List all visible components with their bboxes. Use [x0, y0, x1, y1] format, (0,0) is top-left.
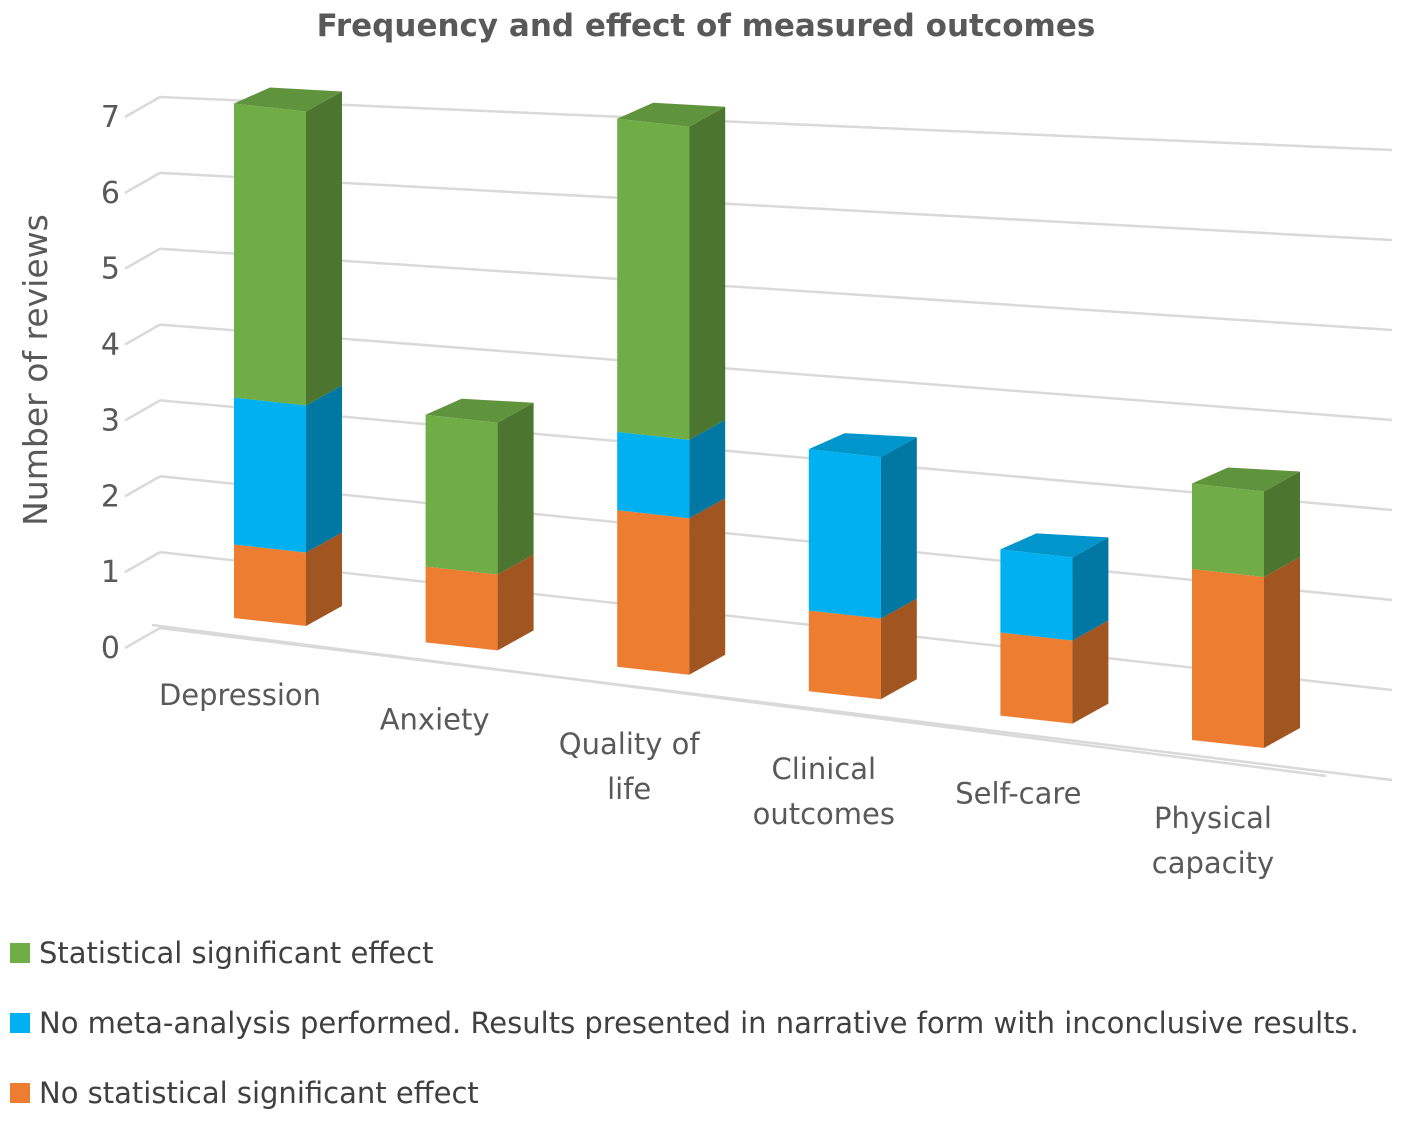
chart-title: Frequency and effect of measured outcome…: [317, 8, 1096, 44]
bar-side: [1072, 620, 1109, 724]
bar-side: [880, 437, 917, 619]
gridline: [159, 171, 1393, 242]
y-tick-label: 6: [101, 176, 120, 211]
bar-side: [1072, 537, 1109, 641]
bar-segment: [425, 398, 534, 575]
y-tick-label: 0: [101, 631, 120, 666]
bar-top: [425, 398, 534, 423]
gridline: [159, 95, 1393, 152]
bar-segment: [234, 532, 342, 626]
bar-segment: [1000, 533, 1109, 641]
legend-swatch: [10, 1013, 30, 1033]
legend-swatch: [10, 1083, 30, 1103]
bar-segment: [617, 419, 726, 519]
x-tick-label: Depression: [159, 678, 321, 712]
x-tick-label: Self-care: [955, 776, 1081, 810]
bar-front: [425, 414, 498, 575]
bar-front: [425, 566, 498, 651]
bar-segment: [1192, 467, 1300, 577]
bar-front: [234, 397, 306, 553]
side-gridline: [124, 475, 161, 498]
bar-top: [1000, 533, 1109, 558]
y-tick-label: 1: [101, 555, 120, 590]
legend-label: No meta-analysis performed. Results pres…: [39, 1006, 1359, 1040]
legend-item: No meta-analysis performed. Results pres…: [10, 1006, 1359, 1040]
legend-swatch: [10, 943, 30, 963]
bar-segment: [808, 433, 917, 619]
side-gridline: [124, 171, 161, 194]
gridline: [159, 550, 1393, 692]
bar-front: [808, 449, 881, 619]
y-tick-label: 2: [101, 479, 120, 514]
bar-segment: [808, 598, 917, 700]
bar-top: [808, 433, 917, 458]
bar-front: [234, 103, 306, 406]
bar-top: [234, 87, 342, 112]
floor-front-line: [151, 623, 1327, 778]
bar-front: [808, 610, 881, 700]
gridline: [159, 323, 1393, 422]
bar-side: [1264, 557, 1300, 748]
side-gridline: [124, 626, 161, 650]
y-axis-label: Number of reviews: [16, 214, 55, 526]
bar-side: [1264, 471, 1300, 577]
gridline: [159, 247, 1393, 332]
legend-item: Statistical significant effect: [10, 936, 433, 970]
bar-front: [1192, 569, 1264, 748]
bar-front: [234, 544, 306, 626]
bar-side: [689, 106, 726, 440]
legend-label: No statistical significant effect: [39, 1076, 479, 1110]
bar-side: [306, 385, 342, 553]
x-axis-ticks: Depression Anxiety Quality of life Clinical o…: [159, 678, 1274, 880]
bar-top: [617, 102, 726, 127]
x-tick-label: Anxiety: [380, 703, 490, 737]
bar-segment: [234, 385, 342, 553]
bar-side: [689, 498, 726, 675]
x-tick-label: Physical capacity: [1152, 801, 1274, 880]
y-axis-ticks: 0 1 2 3 4 5 6 7: [101, 100, 120, 666]
side-gridline: [124, 247, 161, 270]
bars: [234, 87, 1300, 748]
bar-side: [880, 598, 917, 700]
bar-front: [617, 510, 690, 675]
bar-front: [1192, 483, 1264, 577]
bar-side: [306, 532, 342, 626]
legend-label: Statistical significant effect: [39, 936, 433, 970]
bar-segment: [425, 554, 534, 651]
x-tick-label: Quality of life: [559, 727, 701, 806]
bar-side: [306, 91, 342, 406]
bar-segment: [1000, 620, 1109, 724]
bar-side: [497, 402, 534, 575]
gridline: [159, 475, 1393, 602]
x-tick-label: Clinical outcomes: [753, 752, 895, 831]
bar-segment: [1192, 557, 1300, 748]
bar-top: [1192, 467, 1300, 492]
side-gridline: [124, 551, 161, 574]
bar-segment: [617, 498, 726, 675]
legend-item: No statistical significant effect: [10, 1076, 479, 1110]
bar-segment: [617, 102, 726, 440]
y-tick-label: 3: [101, 403, 120, 438]
bar-side: [497, 554, 534, 651]
y-tick-label: 4: [101, 328, 120, 363]
gridlines: [124, 95, 1393, 782]
bar-front: [617, 118, 690, 440]
gridline: [159, 399, 1393, 512]
bar-segment: [234, 87, 342, 406]
y-tick-label: 5: [101, 252, 120, 287]
bar-front: [1000, 632, 1073, 724]
bar-front: [1000, 549, 1073, 641]
bar-front: [617, 431, 690, 519]
legend: Statistical significant effect No meta-an…: [10, 936, 1359, 1110]
side-gridline: [124, 95, 161, 119]
side-gridline: [124, 323, 161, 346]
bar-side: [689, 419, 726, 519]
side-gridline: [124, 399, 161, 422]
y-tick-label: 7: [101, 100, 120, 135]
